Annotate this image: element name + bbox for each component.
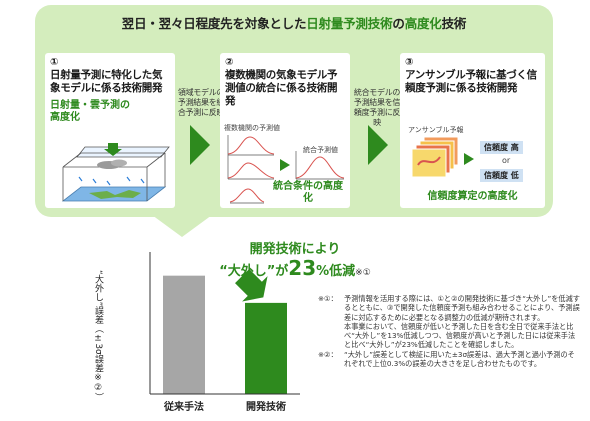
footnote-1b-text: 本事業において、信頼度が低いと予測した日を含む全日で従来手法と比べ“大外し”を1… (344, 321, 576, 350)
x-label-conventional: 従来手法 (164, 402, 204, 413)
arrow-right-icon (464, 153, 474, 165)
x-label-developed: 開発技術 (246, 402, 286, 413)
link2-text: 統合モデルの予測結果を信頼度予測に反映 (353, 88, 401, 127)
callout-pointer (152, 215, 212, 237)
or-label: or (502, 156, 511, 165)
flow-arrow-1 (190, 125, 210, 165)
title-part4: 高度化 (404, 16, 442, 31)
step3-heading: アンサンブル予報に基づく信頼度予測に係る技術開発 (405, 69, 537, 94)
step1-box: ① 日射量予測に特化した気象モデルに係る技術開発 日射量・雲予測の高度化 (45, 53, 175, 208)
step1-heading: 日射量予測に特化した気象モデルに係る技術開発 (50, 69, 163, 94)
bar-conventional (163, 275, 205, 394)
footnote-1-key: ※①： (318, 294, 338, 303)
result-line2: “大外し”が23%低減※① (0, 256, 590, 280)
footnote-1: ※①： 予測情報を活用する際には、①と②の開発技術に基づき“大外し”を低減するとと… (318, 294, 580, 322)
step1-highlight: 日射量・雲予測の高度化 (50, 100, 130, 123)
title-part3: の (392, 16, 405, 31)
footnote-2-key: ※②： (318, 349, 338, 359)
title-part5: 技術 (441, 16, 467, 31)
footnote-2: ※②： “大外し”誤差として検証に用いた±3σ誤差は、過大予測と過小予測のそれぞれ… (318, 350, 580, 369)
footnote-1b-key (318, 322, 344, 350)
step2-highlight: 統合条件の高度化 (273, 181, 343, 204)
result-line2-a: “大外し”が (219, 264, 289, 279)
footnote-1-text: 予測情報を活用する際には、①と②の開発技術に基づき“大外し”を低減するとともに、… (344, 294, 580, 322)
weather-model-cube-illustration (61, 143, 170, 202)
result-note-ref: ※① (355, 268, 371, 278)
step1-number: ① (50, 57, 59, 68)
step2-box: ② 複数機関の気象モデル予測値の統合に係る技術開発 複数機関の予測値 統合予測値… (220, 53, 350, 208)
forecast-curves-illustration (227, 135, 345, 180)
step2-small2: 統合予測値 (303, 146, 338, 154)
title-part2: 日射量予測技術 (306, 16, 393, 31)
confidence-low-badge: 信頼度 低 (480, 169, 523, 182)
step3-highlight: 信頼度算定の高度化 (427, 191, 518, 202)
footnote-1b: 本事業において、信頼度が低いと予測した日を含む全日で従来手法と比べ“大外し”を1… (318, 322, 580, 350)
flow-arrow-2 (368, 125, 388, 165)
plus-curve-icon (229, 188, 265, 204)
link1-text: 領域モデルの予測結果を統合予測に反映 (177, 88, 225, 117)
step3-number: ③ (405, 57, 414, 68)
step2-number: ② (225, 57, 234, 68)
reduction-arrow-icon (235, 269, 268, 302)
bar-developed (245, 302, 287, 394)
confidence-high-badge: 信頼度 高 (480, 141, 523, 154)
ensemble-maps-illustration (411, 136, 459, 178)
step3-box: ③ アンサンブル予報に基づく信頼度予測に係る技術開発 アンサンブル予報 信頼度 … (400, 53, 545, 208)
footnotes: ※①： 予測情報を活用する際には、①と②の開発技術に基づき“大外し”を低減するとと… (318, 294, 580, 368)
diagram-title: 翌日・翌々日程度先を対象とした日射量予測技術の高度化技術 (35, 13, 553, 32)
step2-small1: 複数機関の予測値 (224, 124, 280, 132)
result-line1: 開発技術により (249, 242, 341, 257)
title-part1: 翌日・翌々日程度先を対象とした (121, 16, 307, 31)
step3-small1: アンサンブル予報 (408, 126, 464, 134)
chart-y-axis-label: “大外し”誤差（±3σ誤差※②） (93, 270, 103, 402)
result-percent-value: 23 (288, 256, 317, 280)
footnote-2-text: “大外し”誤差として検証に用いた±3σ誤差は、過大予測と過小予測のそれぞれで上位… (344, 349, 575, 369)
result-line2-c: %低減 (316, 264, 356, 279)
step2-heading: 複数機関の気象モデル予測値の統合に係る技術開発 (225, 69, 338, 107)
